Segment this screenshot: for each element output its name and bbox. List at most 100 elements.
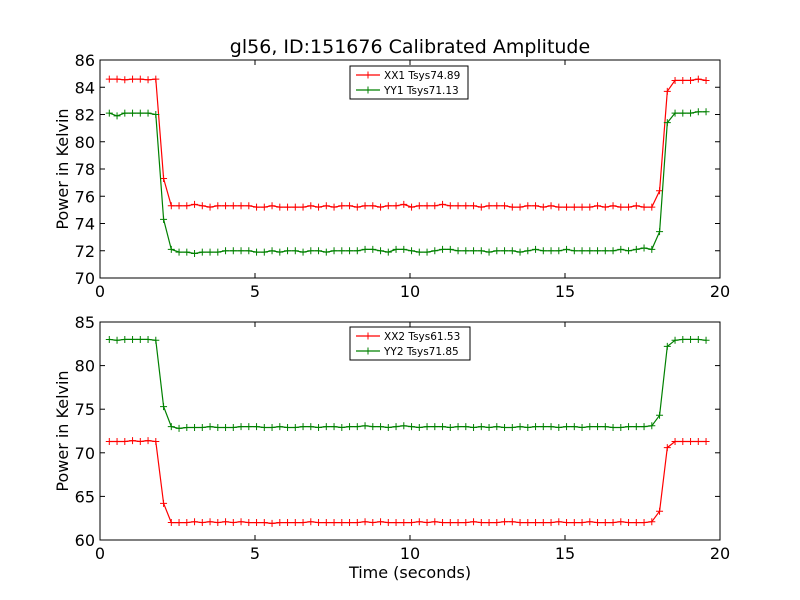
data-point	[284, 247, 292, 255]
data-point	[291, 247, 299, 255]
data-point	[377, 518, 385, 526]
data-point	[563, 203, 571, 211]
data-point	[687, 109, 695, 117]
data-point	[501, 424, 509, 432]
data-point	[648, 203, 656, 211]
data-point	[640, 519, 648, 527]
data-point	[648, 518, 656, 526]
data-point	[462, 423, 470, 431]
data-point	[392, 423, 400, 431]
data-point	[260, 424, 268, 432]
data-point	[632, 519, 640, 527]
data-point	[632, 245, 640, 253]
data-point	[377, 203, 385, 211]
data-point	[121, 109, 129, 117]
data-point	[431, 247, 439, 255]
data-point	[462, 202, 470, 210]
data-point	[152, 437, 160, 445]
y-tick-label: 85	[75, 313, 95, 332]
data-point	[276, 423, 284, 431]
data-point	[369, 519, 377, 527]
data-point	[446, 245, 454, 253]
y-tick-label: 75	[75, 400, 95, 419]
data-point	[183, 248, 191, 256]
data-point	[245, 202, 253, 210]
x-tick-label: 5	[250, 282, 260, 301]
data-point	[361, 245, 369, 253]
data-point	[470, 247, 478, 255]
data-point	[129, 109, 137, 117]
data-point	[532, 202, 540, 210]
data-point	[632, 202, 640, 210]
data-point	[462, 247, 470, 255]
data-point	[423, 519, 431, 527]
data-point	[493, 423, 501, 431]
data-point	[222, 518, 230, 526]
data-point	[160, 403, 168, 411]
data-point	[625, 519, 633, 527]
data-point	[191, 249, 199, 257]
data-point	[346, 202, 354, 210]
legend-item: XX2 Tsys61.53	[356, 331, 460, 343]
data-point	[400, 519, 408, 527]
data-point	[245, 247, 253, 255]
data-point	[539, 519, 547, 527]
y-tick-label: 86	[75, 51, 95, 70]
legend-label: YY1 Tsys71.13	[383, 85, 459, 97]
data-point	[493, 519, 501, 527]
data-point	[330, 247, 338, 255]
data-point	[307, 423, 315, 431]
y-tick-label: 84	[75, 78, 95, 97]
data-point	[656, 187, 664, 195]
data-point	[415, 248, 423, 256]
data-point	[570, 247, 578, 255]
data-point	[330, 519, 338, 527]
data-point	[369, 245, 377, 253]
data-point	[400, 422, 408, 430]
data-point	[446, 202, 454, 210]
data-point	[671, 336, 679, 344]
data-point	[229, 247, 237, 255]
data-point	[501, 247, 509, 255]
y-tick-label: 82	[75, 106, 95, 125]
data-point	[408, 423, 416, 431]
data-point	[570, 203, 578, 211]
data-point	[408, 203, 416, 211]
data-point	[322, 248, 330, 256]
data-point	[353, 247, 361, 255]
data-point	[136, 109, 144, 117]
data-point	[167, 519, 175, 527]
data-point	[477, 203, 485, 211]
data-point	[198, 424, 206, 432]
data-point	[105, 75, 113, 83]
y-tick-label: 70	[75, 269, 95, 288]
data-point	[229, 202, 237, 210]
data-point	[563, 245, 571, 253]
legend-label: XX2 Tsys61.53	[384, 331, 460, 343]
data-point	[214, 424, 222, 432]
data-point	[152, 75, 160, 83]
data-point	[563, 519, 571, 527]
data-point	[369, 202, 377, 210]
data-point	[601, 203, 609, 211]
x-axis-label: Time (seconds)	[348, 563, 471, 582]
legend-marker	[364, 332, 372, 340]
legend-item: XX1 Tsys74.89	[356, 70, 460, 82]
data-point	[167, 423, 175, 431]
data-point	[694, 108, 702, 116]
data-point	[609, 519, 617, 527]
data-point	[392, 519, 400, 527]
data-point	[377, 423, 385, 431]
data-point	[229, 519, 237, 527]
data-point	[392, 202, 400, 210]
x-tick-label: 20	[710, 282, 730, 301]
data-point	[330, 423, 338, 431]
data-point	[702, 76, 710, 84]
data-point	[694, 437, 702, 445]
data-point	[415, 518, 423, 526]
data-point	[260, 519, 268, 527]
data-point	[640, 423, 648, 431]
data-point	[687, 437, 695, 445]
data-point	[609, 202, 617, 210]
data-point	[346, 519, 354, 527]
